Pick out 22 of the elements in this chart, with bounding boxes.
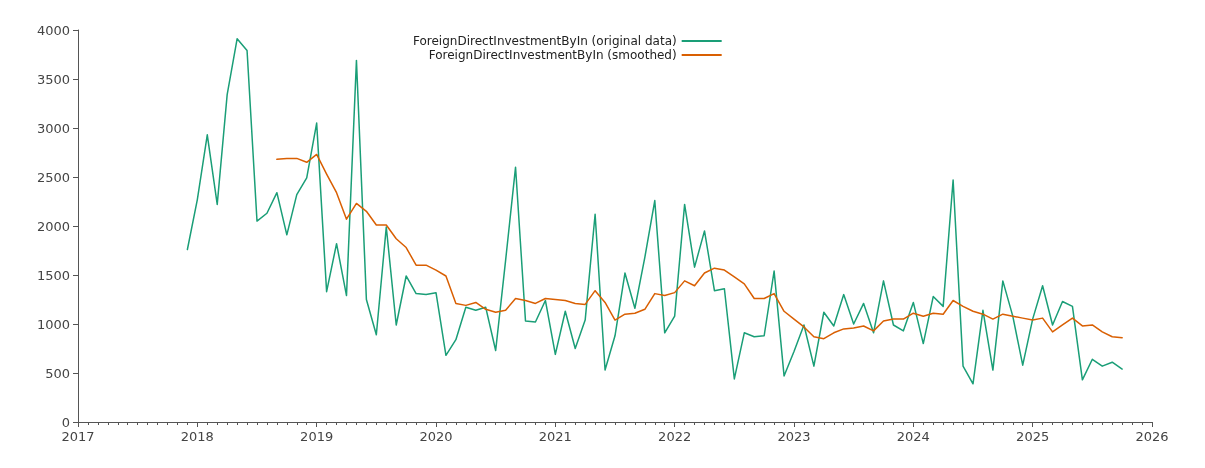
x-tick-label: 2018 [180, 429, 214, 444]
y-tick-label: 4000 [36, 22, 70, 38]
x-tick-label: 2017 [61, 429, 95, 444]
x-tick-label: 2023 [777, 429, 811, 444]
x-tick-label: 2024 [896, 429, 930, 444]
x-tick-label: 2026 [1135, 429, 1169, 444]
y-tick-label: 1000 [36, 316, 70, 332]
x-tick-label: 2022 [658, 429, 692, 444]
line-series [276, 153, 1123, 340]
y-tick-label: 500 [45, 365, 70, 381]
x-tick-label: 2025 [1016, 429, 1050, 444]
x-tick-label: 2020 [419, 429, 453, 444]
y-tick-label: 0 [61, 414, 70, 430]
y-tick-label: 3000 [36, 120, 70, 136]
x-tick-label: 2021 [538, 429, 572, 444]
legend-label: ForeignDirectInvestmentByIn (original data) [412, 34, 677, 48]
y-tick-label: 3500 [36, 71, 70, 87]
legend-label: ForeignDirectInvestmentByIn (smoothed) [428, 48, 677, 62]
y-tick-label: 2500 [36, 169, 70, 185]
x-tick-label: 2019 [300, 429, 334, 444]
y-tick-label: 1500 [36, 267, 70, 283]
y-tick-label: 2000 [36, 218, 70, 234]
